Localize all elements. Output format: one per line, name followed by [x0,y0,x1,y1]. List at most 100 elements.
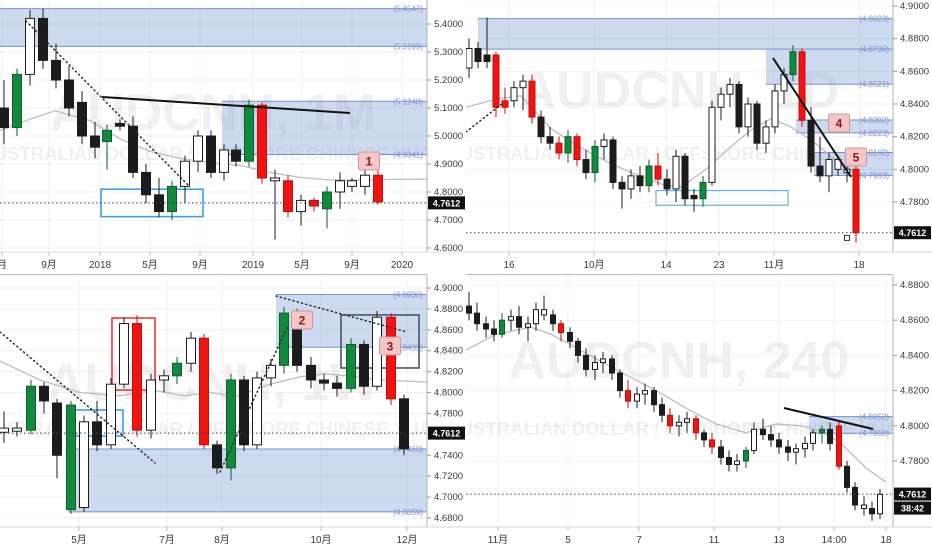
candle [825,153,833,193]
candle [869,501,875,521]
candle [492,51,500,118]
chart-canvas-1m[interactable]: AUDCNH, 1MAUSTRALIAN DOLLAR / OFFSHORE C… [0,0,466,275]
candle [744,97,752,137]
chart-panel-1w[interactable]: AUDCNH, 1W AUSTRALIAN DOLLAR / OFFSHORE C… [0,275,466,550]
candle [159,369,169,393]
time-tick-label: 10月 [583,259,604,271]
candle [386,313,396,406]
number-badge-1[interactable]: 1 [358,151,380,171]
candle [651,387,657,412]
candle [810,429,816,451]
solid-trendline[interactable] [101,96,351,114]
candle [600,133,608,160]
candle [558,320,564,342]
candle [64,66,74,117]
rectangle-drawing[interactable] [655,189,789,206]
solid-trendline[interactable] [772,57,852,178]
zone-price-label: (4.8938) [393,290,423,299]
candle [659,397,665,423]
time-axis[interactable]: 16 10月 14 23 11月 18 [466,251,932,271]
price-tick-label: 5.0000 [434,131,463,142]
candle [717,87,725,121]
time-tick-label: 9月 [344,259,360,271]
candle [360,169,370,195]
candle [699,175,707,207]
time-axis[interactable]: 11月 5 7 11 13 14:00 18 [466,526,932,546]
svg-text:4.7612: 4.7612 [899,228,927,238]
candle [212,440,222,475]
price-tick-label: 4.8800 [434,304,463,315]
candle [466,292,472,321]
candle [753,100,761,150]
candle [819,425,825,444]
price-tick-label: 4.7200 [434,471,463,482]
time-tick-label: 5月 [294,259,310,271]
price-axis[interactable]: 5.4000 5.3000 5.2000 5.1000 5.0000 4.9000 4.80… [426,0,466,275]
time-axis[interactable]: 5月 7月 8月 10月 12月 [0,526,466,546]
number-badge-3[interactable]: 3 [379,336,401,356]
solid-trendline[interactable] [783,407,874,430]
price-tick-label: 4.7800 [900,197,929,208]
candle [681,153,689,206]
zone-price-label: (4.8302) [859,116,889,125]
candle [226,373,236,481]
price-axis[interactable]: 4.9000 4.8800 4.8600 4.8400 4.8200 4.8000 4.78… [426,275,466,550]
price-tick-label: 5.4000 [434,19,463,30]
candle [141,164,151,204]
candle [701,429,707,447]
candle [186,331,196,372]
price-tick-label: 4.7000 [434,215,463,226]
dotted-trendline[interactable] [466,102,504,133]
supply-demand-zone[interactable]: (4.7460) (4.6859) [68,445,427,517]
dotted-trendline[interactable] [275,295,408,333]
chart-panel-1m[interactable]: AUDCNH, 1MAUSTRALIAN DOLLAR / OFFSHORE C… [0,0,466,275]
number-badge-5[interactable]: 5 [845,147,867,167]
candle [541,295,547,321]
price-tick-label: 4.8200 [900,386,929,397]
chart-canvas-240[interactable]: AUDCNH, 240 AUSTRALIAN DOLLAR / OFFSHORE … [466,275,932,550]
chart-panel-240[interactable]: AUDCNH, 240 AUSTRALIAN DOLLAR / OFFSHORE … [466,275,932,550]
price-tick-label: 4.8000 [900,421,929,432]
current-price-label: 4.7612 38:42 [894,487,931,515]
time-axis[interactable]: 月 9月 2018 5月 9月 2019 5月 9月 2020 [0,251,466,271]
supply-demand-zone[interactable]: (5.1240) (4.9341) [222,97,427,159]
dotted-trendline[interactable] [219,327,288,473]
supply-demand-zone[interactable]: (5.4547) (5.3199) [0,5,427,52]
candle [491,320,497,342]
dotted-trendline[interactable] [25,20,189,186]
candle [25,10,35,86]
price-tick-label: 4.9000 [434,159,463,170]
candle [690,188,698,212]
supply-demand-zone[interactable]: (4.8923) (4.8736) [478,15,893,55]
price-tick-label: 4.7000 [434,492,463,503]
time-tick-label: 23 [713,260,725,271]
candle [546,126,554,150]
number-badge-4[interactable]: 4 [828,113,850,133]
candle [115,119,125,131]
candle [625,380,631,409]
candle [231,144,241,167]
price-tick-label: 4.8400 [900,350,929,361]
candle [146,373,156,439]
zone-price-label: (4.6859) [393,508,423,517]
price-tick-label: 4.9000 [434,283,463,294]
candle [270,169,280,240]
candle [510,81,518,108]
time-tick-label: 16 [503,260,515,271]
current-price-label: 4.7612 [428,426,465,440]
number-badge-2[interactable]: 2 [291,310,313,330]
candle [537,110,545,144]
time-tick-label: 5月 [71,534,87,546]
candle [516,306,522,335]
candle [199,334,209,449]
dotted-trendline[interactable] [0,331,156,464]
candle [499,313,505,338]
candle [244,99,254,167]
chart-panel-1d[interactable]: AUDCNH, 1D AUSTRALIAN DOLLAR / OFFSHORE C… [466,0,932,275]
candle [663,169,671,196]
candle [322,186,332,229]
